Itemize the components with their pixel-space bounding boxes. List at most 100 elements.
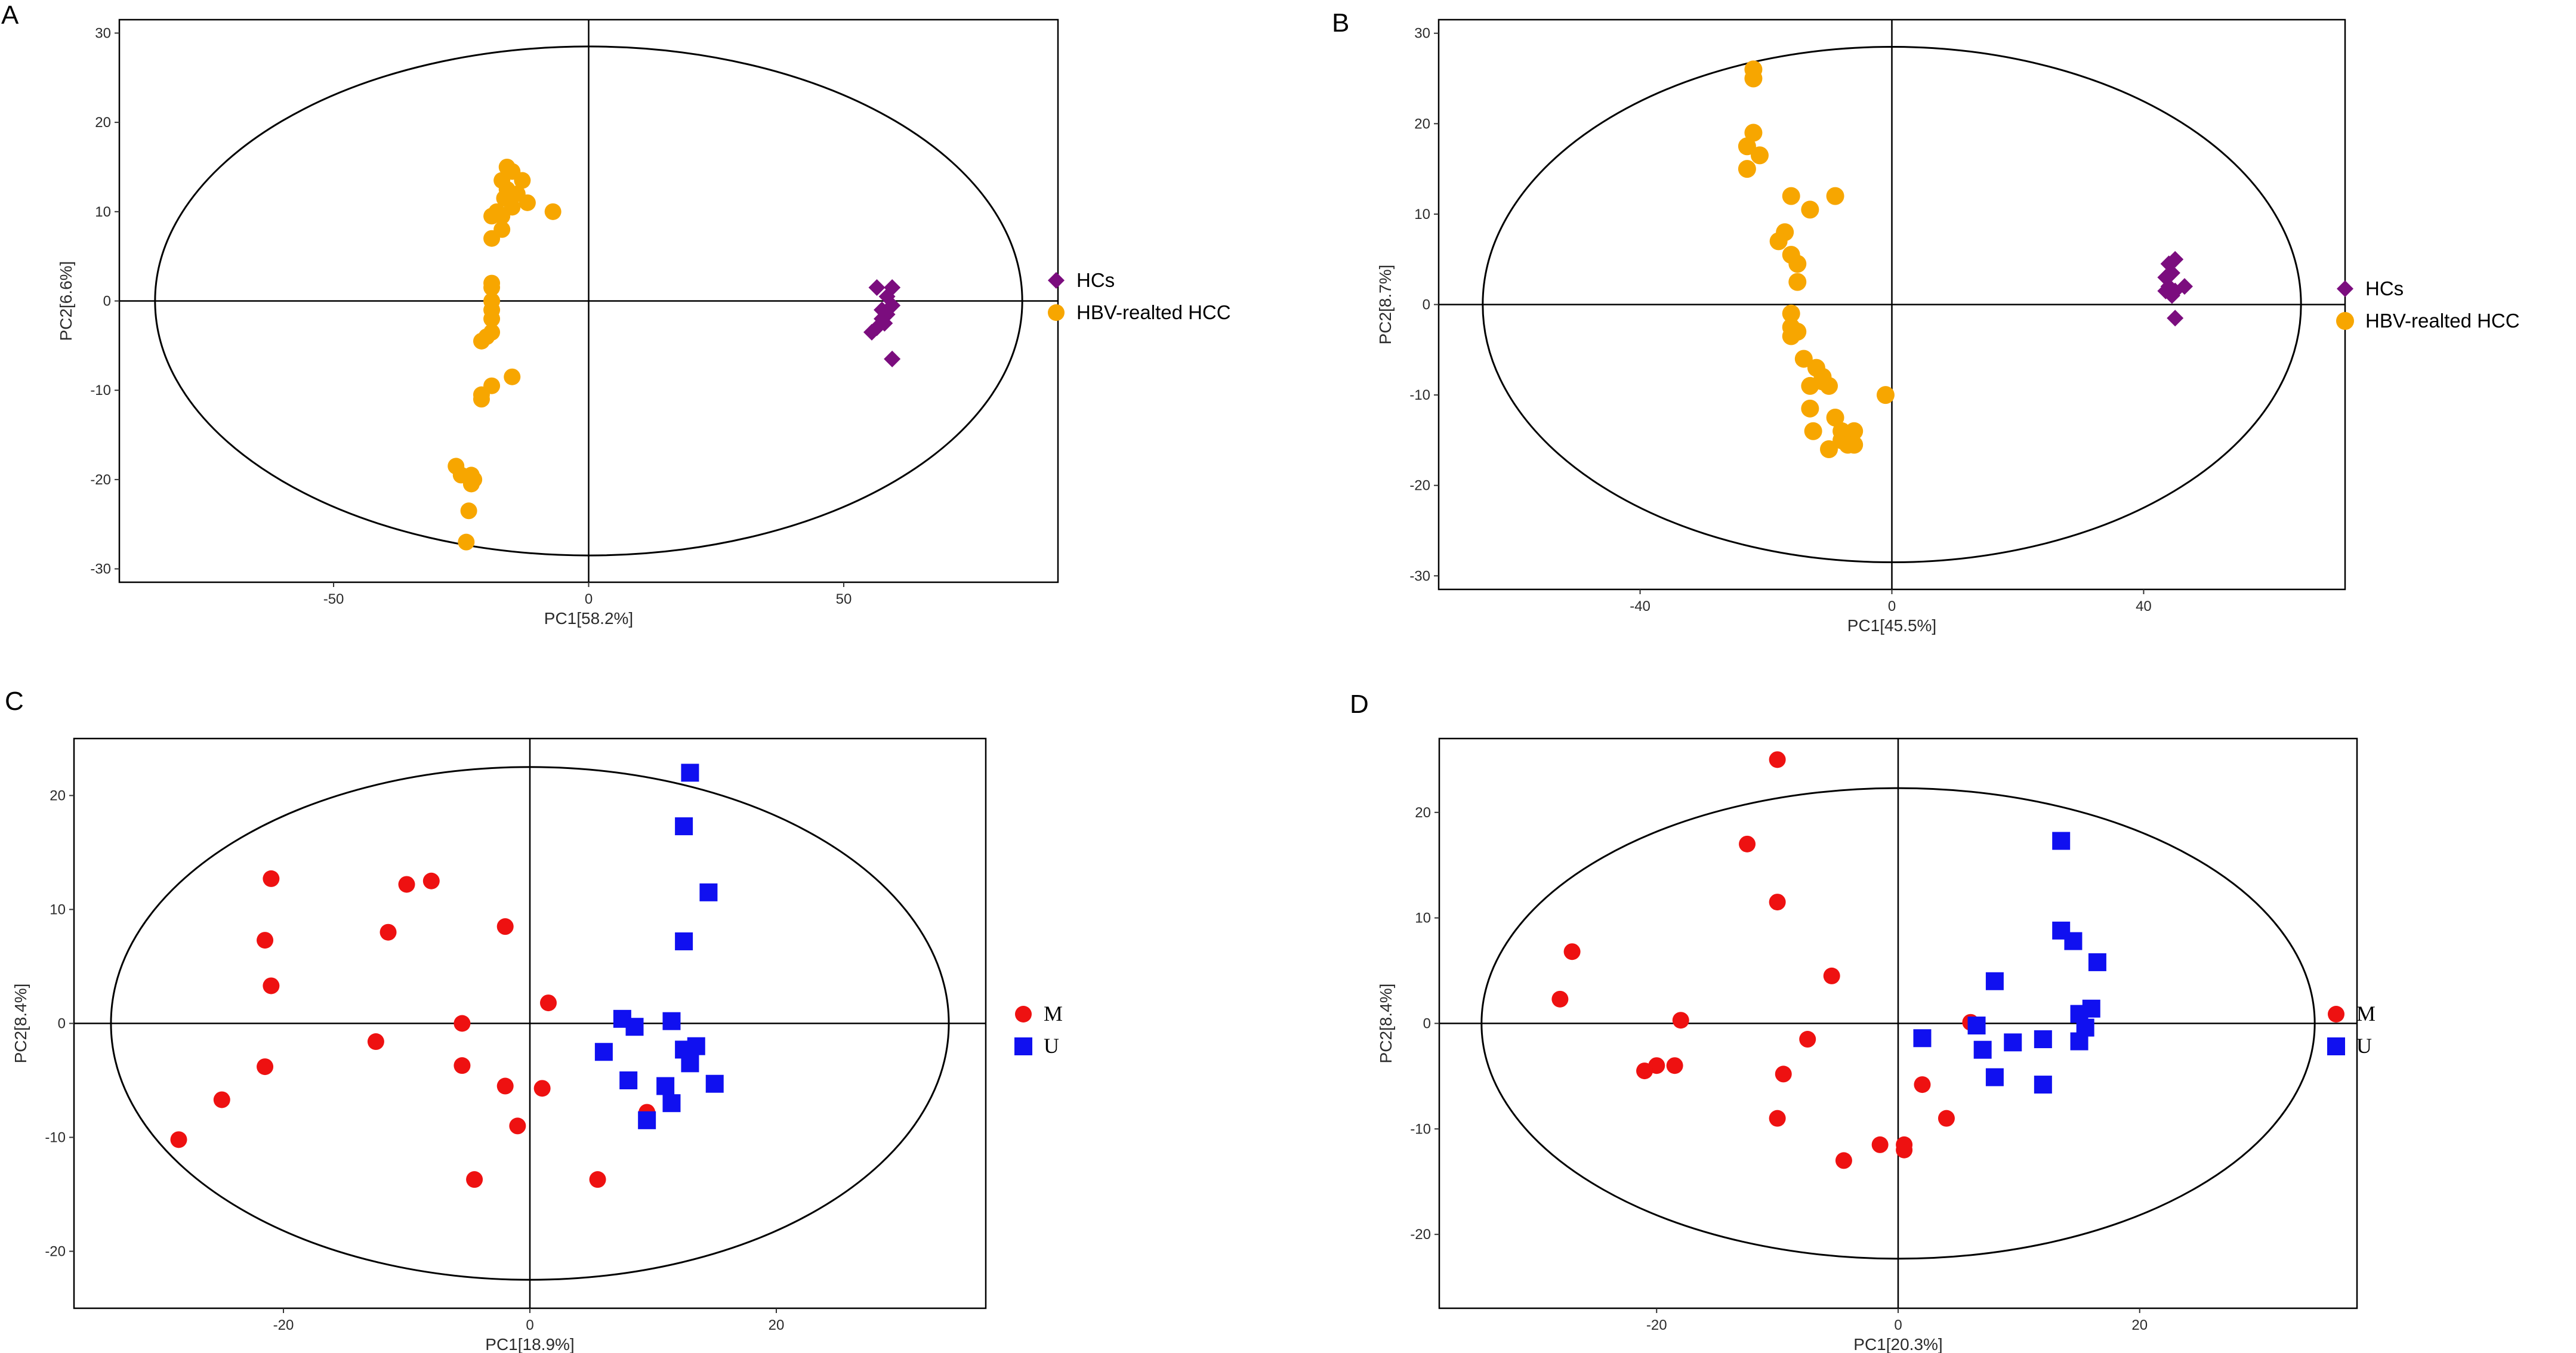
- data-point: [483, 279, 501, 296]
- panel-letter: B: [1332, 8, 1349, 38]
- data-point: [1738, 160, 1756, 178]
- panel-b: B -40 0 40 -30 -20 -10 0 10 20 30 PC1[45.5%] PC2[8.7…: [1332, 8, 2520, 635]
- legend-label: HCs: [2365, 277, 2404, 299]
- data-point: [1835, 1152, 1852, 1169]
- legend-marker: [2336, 312, 2354, 330]
- data-point: [257, 1058, 274, 1076]
- data-point: [675, 932, 693, 950]
- panel-c: C -20 0 20 -20 -10 0 10 20 PC1[18.9%] PC2[8.4%] MU: [5, 687, 1063, 1353]
- y-tick-label: 20: [1414, 116, 1430, 132]
- data-point: [2088, 953, 2106, 971]
- y-axis-title: PC2[8.4%]: [1377, 984, 1395, 1064]
- data-point: [1744, 123, 1763, 142]
- panel-d: D -20 0 20 -20 -10 0 10 20 PC1[20.3%] PC2[8.4%] MU: [1350, 690, 2376, 1353]
- data-point: [1782, 327, 1800, 345]
- y-tick-label: -10: [1410, 1121, 1431, 1137]
- x-axis-title: PC1[20.3%]: [1853, 1335, 1942, 1353]
- y-tick-label: -20: [90, 472, 111, 488]
- y-tick-label: 10: [95, 204, 111, 220]
- data-point: [1551, 990, 1569, 1008]
- legend-marker: [1048, 272, 1065, 289]
- data-point: [1672, 1012, 1689, 1029]
- y-tick-label: 0: [103, 294, 111, 310]
- data-point: [1826, 187, 1844, 205]
- data-point: [1738, 137, 1756, 156]
- series-hcs: [2157, 251, 2194, 327]
- y-axis-title: PC2[6.6%]: [57, 261, 75, 341]
- data-point: [1820, 440, 1838, 459]
- data-point: [1845, 422, 1864, 440]
- x-tick-label: -20: [273, 1317, 294, 1333]
- series-hcs: [863, 279, 901, 367]
- data-point: [263, 870, 280, 887]
- data-point: [483, 310, 501, 328]
- y-tick-label: -10: [90, 382, 111, 399]
- y-tick-label: 20: [1415, 805, 1431, 821]
- y-tick-label: -10: [1409, 387, 1430, 403]
- data-point: [398, 876, 415, 893]
- y-tick-label: 10: [50, 902, 66, 918]
- data-point: [1845, 435, 1864, 454]
- data-point: [496, 918, 514, 935]
- data-point: [1801, 399, 1819, 418]
- data-point: [1985, 972, 2004, 990]
- data-point: [2163, 287, 2180, 304]
- data-point: [1801, 200, 1819, 219]
- data-point: [460, 502, 477, 520]
- data-point: [454, 1015, 471, 1032]
- y-tick-label: 0: [1423, 1016, 1431, 1032]
- y-tick-label: 10: [1415, 910, 1431, 926]
- y-tick-label: -20: [1410, 1227, 1431, 1243]
- x-tick-label: 50: [836, 591, 852, 607]
- legend-label: HBV-realted HCC: [2365, 310, 2520, 332]
- x-tick-label: 0: [526, 1317, 533, 1333]
- data-point: [2082, 999, 2100, 1018]
- series-hbv-realted-hcc: [448, 158, 562, 551]
- data-point: [504, 368, 521, 385]
- data-point: [1782, 304, 1800, 323]
- legend-marker: [2328, 1006, 2344, 1023]
- data-point: [509, 1117, 526, 1135]
- data-point: [1769, 1110, 1786, 1127]
- data-point: [1769, 751, 1786, 768]
- data-point: [687, 1037, 705, 1055]
- data-point: [681, 764, 699, 782]
- data-point: [2052, 832, 2071, 850]
- data-point: [2064, 932, 2083, 950]
- y-tick-label: 10: [1414, 206, 1430, 223]
- data-point: [422, 872, 440, 889]
- legend-marker: [2327, 1037, 2345, 1055]
- data-point: [1913, 1029, 1932, 1048]
- panel-letter: C: [5, 687, 24, 716]
- data-point: [868, 279, 886, 296]
- data-point: [1782, 187, 1800, 205]
- data-point: [473, 332, 490, 350]
- data-point: [625, 1018, 644, 1036]
- data-point: [458, 533, 475, 551]
- data-point: [1769, 232, 1788, 251]
- x-axis-title: PC1[58.2%]: [544, 609, 633, 628]
- data-point: [1985, 1068, 2004, 1086]
- data-point: [1744, 69, 1763, 88]
- data-point: [884, 350, 901, 367]
- data-point: [662, 1012, 681, 1030]
- data-point: [1820, 376, 1838, 395]
- data-point: [367, 1033, 384, 1051]
- data-point: [1973, 1040, 1992, 1059]
- series-m: [1551, 751, 1979, 1169]
- data-point: [1788, 273, 1807, 291]
- data-point: [1871, 1136, 1889, 1153]
- data-point: [473, 391, 490, 408]
- data-point: [1823, 967, 1840, 984]
- data-point: [544, 203, 562, 220]
- data-point: [1788, 255, 1807, 273]
- y-tick-label: -30: [1409, 568, 1430, 584]
- data-point: [1876, 386, 1895, 404]
- data-point: [1666, 1057, 1683, 1074]
- data-point: [1801, 376, 1819, 395]
- data-point: [1636, 1062, 1653, 1080]
- legend-label: M: [1044, 1002, 1063, 1025]
- y-tick-label: 30: [1414, 26, 1430, 42]
- legend-marker: [1048, 304, 1065, 321]
- data-point: [1967, 1017, 1986, 1035]
